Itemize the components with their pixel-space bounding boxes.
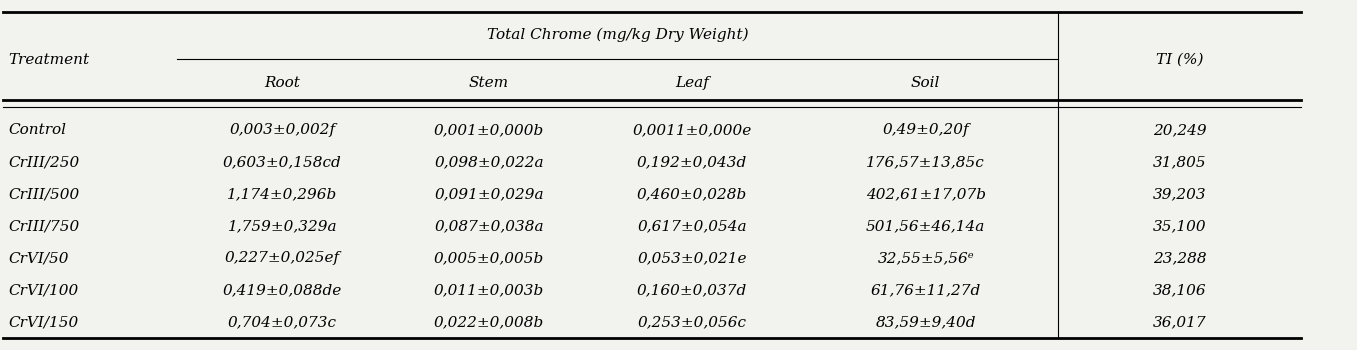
Text: TI (%): TI (%) (1156, 52, 1204, 66)
Text: 36,017: 36,017 (1152, 315, 1206, 329)
Text: 0,460±0,028b: 0,460±0,028b (636, 187, 748, 201)
Text: 0,603±0,158cd: 0,603±0,158cd (223, 155, 342, 169)
Text: 61,76±11,27d: 61,76±11,27d (871, 283, 981, 297)
Text: Leaf: Leaf (674, 76, 708, 90)
Text: 0,419±0,088de: 0,419±0,088de (223, 283, 342, 297)
Text: Soil: Soil (911, 76, 940, 90)
Text: 32,55±5,56ᵉ: 32,55±5,56ᵉ (878, 251, 974, 265)
Text: 501,56±46,14a: 501,56±46,14a (866, 219, 985, 233)
Text: 20,249: 20,249 (1152, 123, 1206, 137)
Text: 0,0011±0,000e: 0,0011±0,000e (632, 123, 752, 137)
Text: 0,053±0,021e: 0,053±0,021e (638, 251, 746, 265)
Text: 0,160±0,037d: 0,160±0,037d (636, 283, 748, 297)
Text: 0,091±0,029a: 0,091±0,029a (434, 187, 544, 201)
Text: 23,288: 23,288 (1152, 251, 1206, 265)
Text: 0,022±0,008b: 0,022±0,008b (434, 315, 544, 329)
Text: CrIII/750: CrIII/750 (8, 219, 80, 233)
Text: Root: Root (265, 76, 300, 90)
Text: 0,003±0,002f: 0,003±0,002f (229, 123, 335, 137)
Text: 0,011±0,003b: 0,011±0,003b (434, 283, 544, 297)
Text: CrVI/50: CrVI/50 (8, 251, 69, 265)
Text: 38,106: 38,106 (1152, 283, 1206, 297)
Text: 0,001±0,000b: 0,001±0,000b (434, 123, 544, 137)
Text: CrVI/150: CrVI/150 (8, 315, 79, 329)
Text: Stem: Stem (470, 76, 509, 90)
Text: Total Chrome (mg/kg Dry Weight): Total Chrome (mg/kg Dry Weight) (487, 28, 748, 42)
Text: 0,087±0,038a: 0,087±0,038a (434, 219, 544, 233)
Text: 35,100: 35,100 (1152, 219, 1206, 233)
Text: 0,704±0,073c: 0,704±0,073c (228, 315, 337, 329)
Text: 402,61±17,07b: 402,61±17,07b (866, 187, 985, 201)
Text: 83,59±9,40d: 83,59±9,40d (875, 315, 976, 329)
Text: 39,203: 39,203 (1152, 187, 1206, 201)
Text: 0,227±0,025ef: 0,227±0,025ef (225, 251, 341, 265)
Text: 31,805: 31,805 (1152, 155, 1206, 169)
Text: CrVI/100: CrVI/100 (8, 283, 79, 297)
Text: 1,174±0,296b: 1,174±0,296b (227, 187, 338, 201)
Text: 0,098±0,022a: 0,098±0,022a (434, 155, 544, 169)
Text: 1,759±0,329a: 1,759±0,329a (228, 219, 337, 233)
Text: 176,57±13,85c: 176,57±13,85c (866, 155, 985, 169)
Text: 0,253±0,056c: 0,253±0,056c (638, 315, 746, 329)
Text: 0,192±0,043d: 0,192±0,043d (636, 155, 748, 169)
Text: 0,49±0,20f: 0,49±0,20f (882, 123, 969, 137)
Text: 0,617±0,054a: 0,617±0,054a (638, 219, 746, 233)
Text: 0,005±0,005b: 0,005±0,005b (434, 251, 544, 265)
Text: Control: Control (8, 123, 66, 137)
Text: Treatment: Treatment (8, 52, 90, 66)
Text: CrIII/500: CrIII/500 (8, 187, 80, 201)
Text: CrIII/250: CrIII/250 (8, 155, 80, 169)
